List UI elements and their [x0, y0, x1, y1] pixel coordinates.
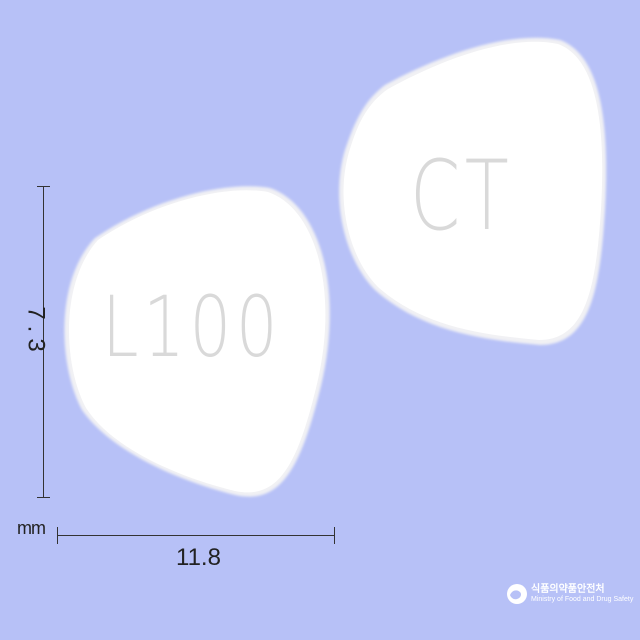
width-dimension-line: [57, 535, 335, 536]
logo-name-korean: 식품의약품안전처: [531, 584, 605, 595]
width-dimension-label: 11.8: [176, 544, 221, 571]
width-dimension-tick-right: [334, 527, 335, 544]
height-dimension-line: [43, 186, 44, 498]
tablet-front-face: [68, 190, 326, 493]
mfds-logo-text: 식품의약품안전처 Ministry of Food and Drug Safet…: [531, 584, 633, 604]
logo-name-english: Ministry of Food and Drug Safety: [531, 596, 634, 603]
width-dimension-tick-left: [57, 527, 58, 544]
tablet-front-imprint: L100: [102, 278, 283, 376]
mfds-logo-icon: [507, 584, 527, 604]
height-dimension-tick-top: [37, 186, 50, 187]
unit-label: mm: [17, 518, 46, 538]
tablet-back-imprint: CT: [410, 140, 514, 252]
height-dimension-tick-bottom: [37, 497, 50, 498]
height-dimension-label: 7.3: [22, 306, 50, 358]
tablet-back-face: [343, 41, 603, 340]
